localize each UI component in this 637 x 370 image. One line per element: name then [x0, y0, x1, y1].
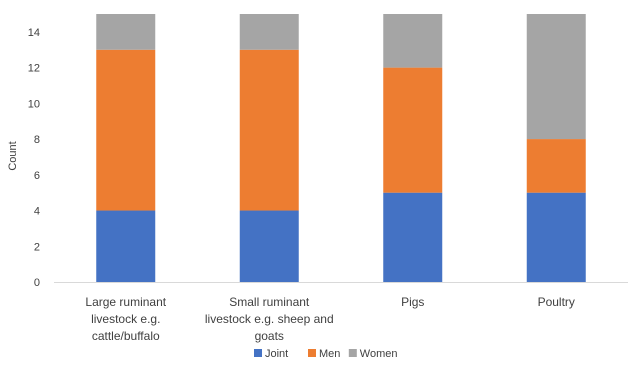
bar-segment-women: [239, 14, 299, 50]
bar-segment-joint: [239, 210, 299, 282]
legend-label-men: Men: [319, 348, 340, 360]
legend-swatch-women: [348, 349, 357, 357]
y-tick-label: 2: [34, 241, 40, 253]
bar-segment-women: [526, 14, 586, 140]
y-tick-label: 4: [34, 206, 40, 218]
legend-swatch-men: [308, 349, 316, 357]
x-category-label: Large ruminant livestock e.g. cattle/buffa…: [85, 295, 166, 343]
y-tick-label: 12: [28, 63, 40, 75]
y-axis-title: Count: [7, 141, 19, 170]
bar-segment-women: [383, 14, 443, 68]
bars-layer: [96, 14, 586, 282]
bar-segment-joint: [383, 192, 443, 282]
x-category-label: Small ruminant livestock e.g. sheep and go…: [205, 295, 334, 343]
y-tick-label: 6: [34, 170, 40, 182]
bar-segment-men: [239, 49, 299, 211]
y-tick-label: 14: [28, 27, 40, 39]
x-category-label: Pigs: [401, 295, 424, 309]
x-category-label: Poultry: [538, 295, 575, 309]
bar-segment-women: [96, 14, 156, 50]
bar-segment-joint: [96, 210, 156, 282]
bar-segment-men: [96, 49, 156, 211]
legend: Joint Men Women: [254, 348, 398, 360]
y-tick-label: 8: [34, 134, 40, 146]
axis-layer: 0 2 4 6 8 10 12 14: [28, 27, 628, 289]
y-tick-label: 0: [34, 277, 40, 289]
bar-segment-men: [383, 67, 443, 193]
bar-segment-joint: [526, 192, 586, 282]
legend-label-joint: Joint: [265, 348, 288, 360]
category-labels: Large ruminant livestock e.g. cattle/buffa…: [85, 295, 575, 343]
legend-label-women: Women: [360, 348, 398, 360]
bar-segment-men: [526, 139, 586, 193]
legend-swatch-joint: [254, 349, 262, 357]
y-tick-label: 10: [28, 98, 40, 110]
